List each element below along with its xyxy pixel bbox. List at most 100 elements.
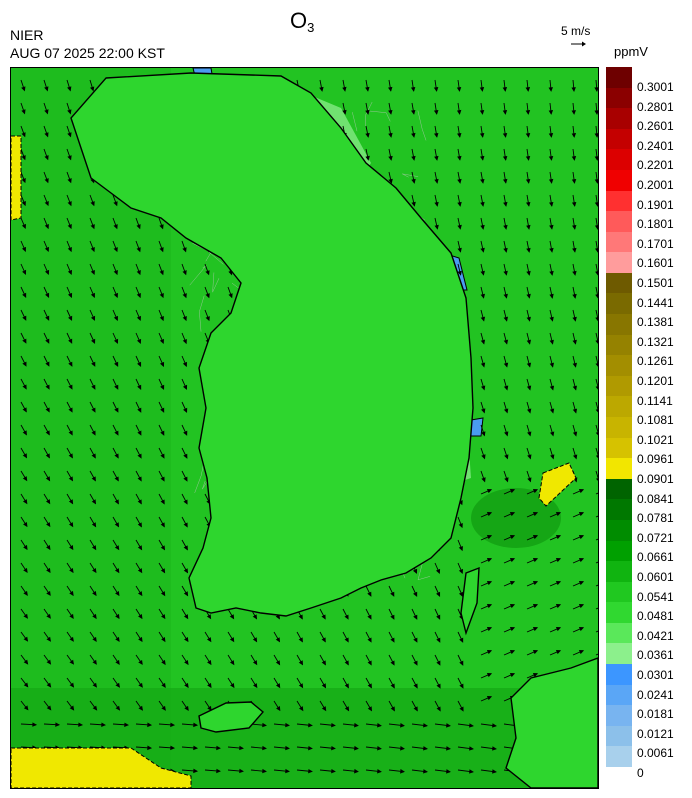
wind-arrow-head — [365, 155, 370, 161]
wind-arrow-head — [532, 627, 539, 632]
wind-arrow-head — [101, 722, 107, 727]
wind-arrow-head — [344, 683, 349, 689]
wind-arrow-head — [22, 338, 27, 344]
wind-arrow-head — [68, 453, 73, 459]
wind-arrow-head — [469, 769, 474, 774]
wind-arrow-head — [549, 339, 554, 345]
wind-arrow-head — [21, 109, 26, 115]
wind-arrow-head — [160, 591, 166, 597]
wind-arrow-head — [525, 110, 531, 115]
timestamp-label: AUG 07 2025 22:00 KST — [10, 45, 165, 61]
wind-arrow-head — [457, 132, 462, 138]
wind-arrow-head — [572, 339, 577, 345]
wind-arrow-head — [458, 523, 463, 529]
wind-arrow-head — [367, 660, 372, 666]
wind-arrow-head — [459, 660, 464, 666]
color-scale-label: 0.2201 — [637, 158, 674, 173]
wind-arrow-head — [44, 201, 49, 207]
wind-arrow-head — [480, 362, 486, 368]
wind-arrow-head — [160, 499, 165, 505]
color-scale-cell — [606, 149, 632, 171]
wind-arrow-head — [549, 385, 555, 391]
wind-arrow-head — [136, 269, 141, 276]
wind-arrow-head — [390, 637, 395, 643]
wind-arrow-head — [91, 361, 96, 367]
wind-arrow-head — [503, 362, 509, 368]
wind-arrow-head — [275, 660, 281, 666]
color-scale-label: 0.1381 — [637, 315, 674, 330]
wind-arrow-head — [239, 745, 244, 751]
wind-arrow-head — [68, 522, 74, 528]
wind-arrow-head — [136, 315, 141, 322]
wind-arrow-head — [147, 722, 153, 728]
wind-arrow-head — [388, 132, 393, 138]
wind-arrow-head — [45, 407, 50, 413]
wind-arrow-head — [182, 339, 187, 345]
wind-arrow-head — [571, 110, 576, 115]
wind-arrow-head — [532, 558, 539, 563]
wind-arrow-head — [46, 590, 51, 596]
wind-arrow-head — [578, 512, 585, 517]
wind-arrow-head — [159, 224, 164, 230]
wind-arrow-head — [114, 384, 119, 390]
wind-arrow-head — [549, 362, 554, 368]
wind-arrow-head — [115, 705, 121, 711]
color-scale-cell — [606, 396, 632, 418]
wind-arrow-head — [548, 133, 554, 138]
wind-arrow-head — [161, 659, 166, 666]
wind-arrow-head — [526, 293, 531, 299]
wind-arrow-head — [377, 746, 382, 751]
wind-arrow-head — [595, 478, 598, 481]
wind-arrow-head — [183, 522, 188, 528]
wind-arrow-head — [572, 293, 577, 299]
wind-arrow-head — [21, 155, 26, 161]
wind-arrow-head — [161, 614, 166, 620]
wind-arrow-head — [549, 201, 554, 207]
wind-arrow-head — [572, 454, 578, 460]
wind-arrow-head — [532, 489, 539, 494]
color-scale-label: 0.1141 — [637, 393, 673, 408]
wind-arrow-head — [480, 293, 486, 299]
wind-arrow-head — [434, 201, 439, 207]
wind-arrow-head — [509, 627, 516, 632]
wind-arrow-head — [572, 431, 578, 437]
municipal-boundary-line — [194, 466, 204, 493]
color-scale-cell — [606, 334, 632, 356]
wind-arrow-head — [456, 87, 462, 92]
wind-arrow — [595, 401, 598, 412]
wind-arrow-head — [68, 476, 74, 482]
wind-arrow-head — [137, 545, 143, 551]
wind-arrow-head — [22, 453, 28, 459]
wind-arrow-head — [45, 384, 50, 390]
wind-arrow-head — [45, 315, 50, 321]
wind-arrow-head — [115, 613, 120, 620]
wind-arrow-head — [90, 292, 95, 299]
wind-arrow-head — [321, 706, 327, 712]
wind-arrow-head — [44, 224, 49, 230]
wind-arrow-head — [480, 178, 485, 184]
wind-arrow-head — [44, 178, 49, 184]
wind-arrow-head — [388, 178, 393, 184]
map-panel[interactable] — [10, 67, 599, 789]
wind-arrow-head — [400, 723, 405, 728]
wind-arrow-head — [555, 650, 562, 655]
wind-arrow-head — [67, 269, 72, 276]
wind-arrow-head — [578, 535, 585, 540]
wind-arrow-head — [480, 247, 485, 253]
wind-arrow-head — [136, 224, 141, 230]
wind-arrow-head — [492, 746, 497, 751]
wind-arrow-head — [555, 558, 562, 563]
wind-arrow-head — [21, 246, 26, 253]
color-scale-labels: 0.3001 0.2801 0.2601 0.2401 0.2201 0.2001 0.19… — [637, 67, 692, 787]
wind-arrow-head — [67, 178, 72, 184]
wind-arrow-head — [308, 722, 313, 728]
wind-arrow-head — [114, 430, 119, 436]
color-scale-label: 0.0241 — [637, 687, 674, 702]
wind-arrow-head — [91, 522, 97, 528]
wind-arrow-head — [572, 316, 577, 322]
wind-arrow-head — [526, 339, 531, 345]
wind-arrow-head — [457, 270, 462, 276]
wind-arrow-head — [365, 86, 370, 92]
color-scale-label: 0.1901 — [637, 197, 674, 212]
wind-arrow-head — [285, 745, 290, 751]
